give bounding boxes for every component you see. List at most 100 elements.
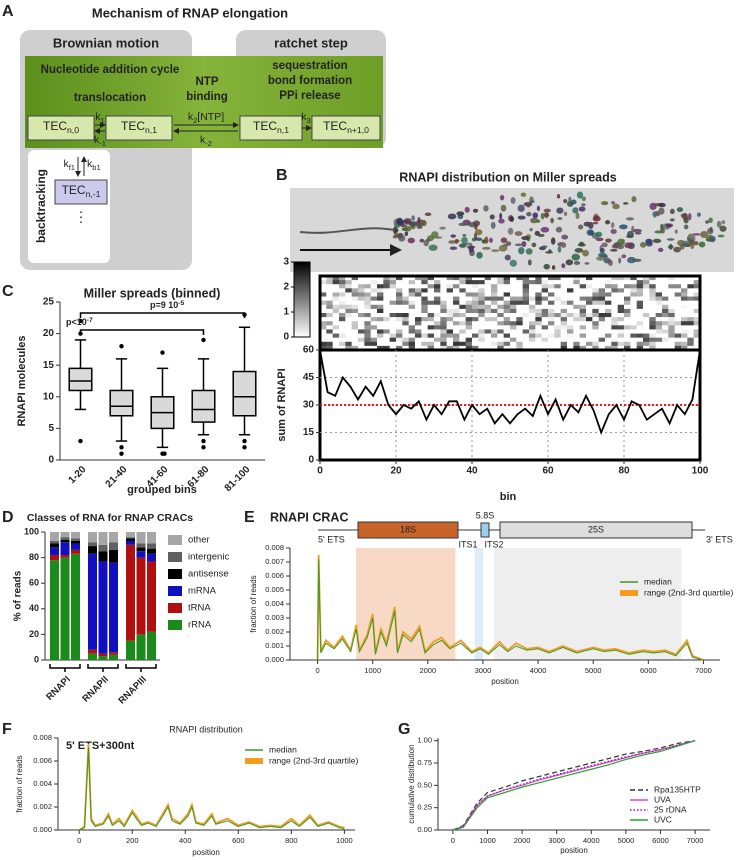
heatmap-cell bbox=[598, 308, 606, 314]
heatmap-cell bbox=[567, 308, 574, 314]
heatmap-cell bbox=[415, 280, 422, 285]
bar-segment bbox=[109, 532, 118, 543]
p-value-text: p<10 bbox=[66, 317, 87, 327]
x-tick-label: 400 bbox=[179, 836, 192, 845]
heatmap-cell bbox=[497, 317, 504, 322]
heatmap-cell bbox=[643, 280, 650, 285]
heatmap-cell bbox=[674, 329, 682, 334]
heatmap-cell bbox=[617, 313, 625, 318]
heatmap-cell bbox=[484, 321, 492, 326]
heatmap-cell bbox=[465, 325, 473, 330]
heatmap-cell bbox=[408, 304, 416, 310]
heatmap-cell bbox=[624, 308, 631, 314]
heatmap-cell bbox=[598, 333, 606, 338]
heatmap-cell bbox=[516, 329, 523, 334]
heatmap-cell bbox=[586, 317, 593, 322]
micrograph-blob bbox=[560, 242, 567, 248]
y-axis-label: fraction of reads bbox=[15, 755, 24, 812]
bar-segment bbox=[109, 652, 118, 655]
heatmap-cell bbox=[535, 317, 542, 322]
heatmap-cell bbox=[427, 292, 435, 297]
heatmap-cell bbox=[681, 325, 688, 330]
rate-label: k-2 bbox=[200, 134, 212, 148]
micrograph-blob bbox=[561, 263, 566, 269]
heatmap-cell bbox=[408, 313, 416, 318]
heatmap-cell bbox=[396, 300, 403, 306]
micrograph-blob bbox=[565, 259, 574, 266]
heatmap-cell bbox=[326, 280, 333, 285]
heatmap-cell bbox=[427, 280, 435, 285]
heatmap-cell bbox=[674, 276, 682, 281]
step-label: sequestration bbox=[272, 60, 347, 72]
micrograph-blob bbox=[536, 219, 541, 223]
heatmap-cell bbox=[326, 292, 333, 297]
heatmap-cell bbox=[668, 321, 675, 326]
heatmap-cell bbox=[611, 337, 618, 343]
heatmap-cell bbox=[548, 313, 555, 318]
heatmap-cell bbox=[421, 288, 428, 293]
x-tick-label: 100 bbox=[692, 466, 709, 477]
heatmap-cell bbox=[605, 337, 612, 343]
heatmap-cell bbox=[554, 288, 561, 293]
heatmap-cell bbox=[434, 337, 441, 343]
tec-label: TECn,-1 bbox=[62, 183, 101, 199]
heatmap-cell bbox=[624, 276, 631, 281]
heatmap-cell bbox=[446, 308, 454, 314]
heatmap-cell bbox=[693, 329, 701, 334]
heatmap-cell bbox=[598, 304, 606, 310]
heatmap-cell bbox=[529, 304, 536, 310]
heatmap-cell bbox=[579, 345, 587, 351]
heatmap-cell bbox=[541, 329, 549, 334]
micrograph-blob bbox=[610, 229, 617, 234]
heatmap-cell bbox=[510, 308, 517, 314]
legend-label: range (2nd-3rd quartile) bbox=[269, 755, 358, 765]
heatmap-cell bbox=[358, 337, 365, 343]
tec-label: TECn+1,0 bbox=[323, 119, 369, 135]
annotation: 5' ETS+300nt bbox=[66, 740, 135, 752]
heatmap-cell bbox=[497, 333, 504, 338]
heatmap-cell bbox=[535, 313, 542, 318]
step-label: translocation bbox=[74, 92, 146, 104]
heatmap-cell bbox=[554, 292, 561, 297]
heatmap-cell bbox=[440, 325, 447, 330]
tec-box bbox=[27, 115, 95, 141]
heatmap-cell bbox=[567, 304, 574, 310]
x-tick-label: 200 bbox=[126, 836, 139, 845]
micrograph-blob bbox=[449, 246, 458, 250]
heatmap-cell bbox=[415, 296, 422, 301]
heatmap-cell bbox=[636, 280, 644, 285]
heatmap-cell bbox=[377, 341, 384, 347]
heatmap-cell bbox=[611, 341, 618, 347]
heatmap-cell bbox=[453, 296, 460, 301]
heatmap-cell bbox=[459, 276, 466, 281]
heatmap-cell bbox=[522, 341, 530, 347]
gene-18s bbox=[357, 521, 459, 539]
micrograph-blob bbox=[504, 254, 511, 261]
micrograph-blob bbox=[423, 239, 429, 247]
heatmap-cell bbox=[320, 329, 327, 334]
shaded-region bbox=[356, 548, 456, 660]
heatmap-cell bbox=[320, 292, 327, 297]
micrograph-blob bbox=[610, 222, 615, 229]
heatmap-cell bbox=[624, 304, 631, 310]
heatmap-cell bbox=[630, 317, 637, 322]
heatmap-cell bbox=[548, 308, 555, 314]
rate-label: k1 bbox=[95, 111, 104, 125]
heatmap-cell bbox=[491, 329, 498, 334]
tec-label-sub: n,1 bbox=[277, 125, 289, 135]
heatmap-cell bbox=[592, 304, 599, 310]
heatmap-cell bbox=[510, 345, 517, 351]
heatmap-cell bbox=[453, 325, 460, 330]
micrograph-blob bbox=[605, 220, 611, 225]
heatmap-cell bbox=[687, 333, 694, 338]
micrograph-blob bbox=[698, 241, 706, 248]
heatmap-cell bbox=[421, 296, 428, 301]
micrograph-blob bbox=[577, 243, 586, 247]
heatmap-cell bbox=[560, 280, 568, 285]
micrograph-blob bbox=[665, 223, 674, 228]
heatmap-cell bbox=[472, 296, 479, 301]
heatmap-cell bbox=[586, 304, 593, 310]
heatmap-cell bbox=[554, 300, 561, 306]
heatmap-cell bbox=[510, 276, 517, 281]
heatmap-cell bbox=[377, 300, 384, 306]
